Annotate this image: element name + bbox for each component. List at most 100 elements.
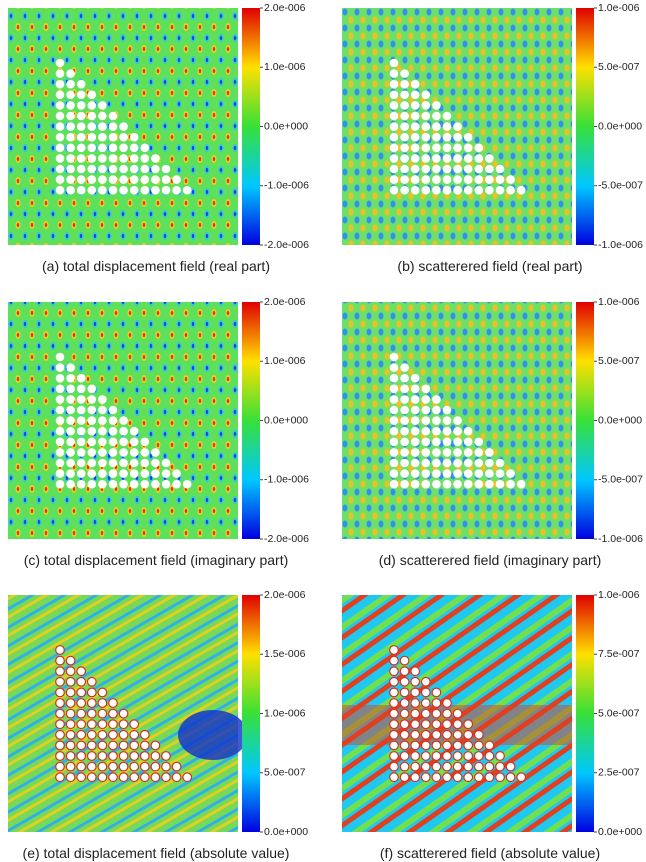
scatterer <box>98 154 107 163</box>
scatterer <box>485 773 494 782</box>
scatterer <box>77 133 86 142</box>
colorbar <box>576 302 594 539</box>
scatterer <box>432 175 441 184</box>
scatterer <box>453 165 462 174</box>
scatterer <box>88 459 97 468</box>
scatterer <box>98 480 107 489</box>
scatterer <box>400 678 409 687</box>
scatterer <box>400 122 409 131</box>
scatterer <box>443 133 452 142</box>
scatterer <box>56 656 65 665</box>
colorbar-tick-label: 0.0e+000 <box>264 826 308 838</box>
scatterer <box>77 438 86 447</box>
scatterer <box>130 154 139 163</box>
scatterer <box>400 385 409 394</box>
scatterer <box>119 186 128 195</box>
scatterer <box>390 122 399 131</box>
scatterer <box>400 427 409 436</box>
scatterer <box>172 480 181 489</box>
scatterer <box>475 154 484 163</box>
scatterer <box>88 133 97 142</box>
scatterer <box>411 406 420 415</box>
scatterer <box>56 91 65 100</box>
scatterer <box>172 762 181 771</box>
scatterer <box>141 731 150 740</box>
scatterer <box>77 720 86 729</box>
scatterer <box>56 175 65 184</box>
scatterer <box>77 741 86 750</box>
scatterer <box>411 709 420 718</box>
scatterer <box>485 186 494 195</box>
scatterer <box>443 459 452 468</box>
scatterer <box>453 741 462 750</box>
scatterer <box>130 459 139 468</box>
scatterer <box>141 773 150 782</box>
scatterer <box>411 101 420 110</box>
scatterer <box>56 122 65 131</box>
colorbar-tick-label: 5.0e-007 <box>598 707 640 719</box>
scatterer <box>390 101 399 110</box>
field-shade <box>178 710 248 760</box>
scatterer <box>422 773 431 782</box>
scatterer <box>390 752 399 761</box>
scatterer <box>98 773 107 782</box>
scatterer <box>496 762 505 771</box>
scatterer <box>88 752 97 761</box>
scatterer <box>422 438 431 447</box>
caption: (a) total displacement field (real part) <box>42 258 270 274</box>
colorbar-tick-label: 1.0e-006 <box>264 707 306 719</box>
scatterer <box>464 459 473 468</box>
scatterer <box>390 416 399 425</box>
scatterer <box>485 741 494 750</box>
scatterer <box>109 154 118 163</box>
scatterer <box>475 731 484 740</box>
scatterer <box>475 175 484 184</box>
scatterer <box>151 752 160 761</box>
scatterer <box>485 762 494 771</box>
scatterer <box>56 762 65 771</box>
colorbar-tick-label: -5.0e-007 <box>598 180 643 192</box>
scatterer <box>400 406 409 415</box>
scatterer <box>88 688 97 697</box>
scatterer <box>432 752 441 761</box>
colorbar-tick-label: -1.0e-006 <box>264 474 309 486</box>
scatterer <box>141 186 150 195</box>
scatterer <box>422 741 431 750</box>
scatterer <box>390 154 399 163</box>
scatterer <box>109 427 118 436</box>
scatterer <box>432 122 441 131</box>
scatterer <box>506 175 515 184</box>
scatterer <box>88 678 97 687</box>
scatterer <box>141 154 150 163</box>
scatterer <box>411 186 420 195</box>
scatterer <box>390 385 399 394</box>
scatterer <box>88 385 97 394</box>
scatterer <box>151 154 160 163</box>
scatterer <box>98 427 107 436</box>
scatterer <box>400 374 409 383</box>
scatterer <box>432 133 441 142</box>
scatterer <box>130 762 139 771</box>
scatterer <box>464 741 473 750</box>
scatterer <box>400 144 409 153</box>
scatterer <box>422 165 431 174</box>
scatterer <box>411 480 420 489</box>
scatterer <box>88 469 97 478</box>
scatterer <box>88 406 97 415</box>
scatterer <box>390 395 399 404</box>
scatterer <box>390 133 399 142</box>
scatterer <box>141 741 150 750</box>
scatterer <box>98 133 107 142</box>
scatterer <box>88 395 97 404</box>
panel: 1.0e-0067.5e-0075.0e-0072.5e-0070.0e+000… <box>342 589 642 861</box>
scatterer <box>390 699 399 708</box>
scatterer <box>496 459 505 468</box>
scatterer <box>485 165 494 174</box>
scatterer <box>432 480 441 489</box>
scatterer <box>390 363 399 372</box>
scatterer <box>464 448 473 457</box>
scatterer <box>390 186 399 195</box>
scatterer <box>56 773 65 782</box>
scatterer <box>151 175 160 184</box>
scatterer <box>56 144 65 153</box>
